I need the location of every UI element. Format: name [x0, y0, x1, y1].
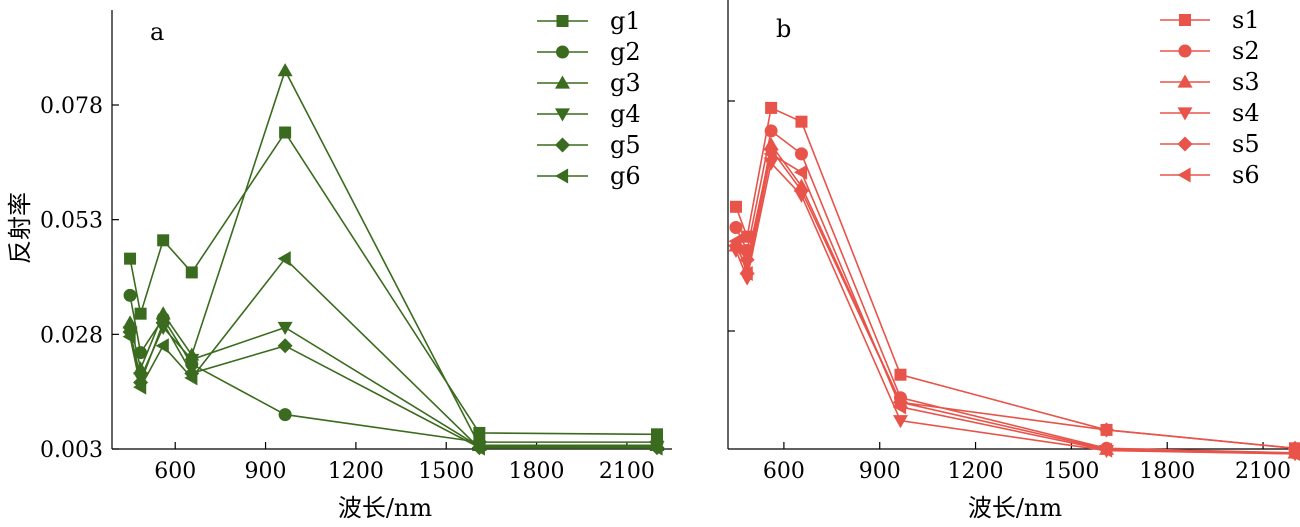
data-point-g2 — [278, 408, 292, 422]
legend-marker-s4 — [1177, 107, 1193, 121]
legend-marker-s3 — [1177, 74, 1193, 88]
panel-letter: a — [150, 18, 164, 46]
data-point-g3 — [122, 315, 138, 329]
data-point-s6 — [728, 233, 742, 249]
data-point-s2 — [764, 124, 778, 138]
data-point-s6 — [793, 164, 808, 180]
x-tick-label: 900 — [859, 459, 901, 484]
panel-letter: b — [776, 15, 791, 43]
data-point-s6 — [1099, 442, 1113, 458]
data-point-g1 — [124, 252, 137, 265]
data-point-g6 — [471, 440, 485, 456]
y-tick-label: 0.053 — [40, 209, 103, 234]
y-tick-label: 0.003 — [40, 438, 103, 463]
x-tick-label: 1800 — [509, 459, 565, 484]
data-point-s6 — [763, 146, 777, 162]
data-point-g6 — [649, 440, 663, 456]
legend-label-s4: s4 — [1232, 99, 1260, 127]
x-axis-title: 波长/nm — [968, 494, 1063, 522]
data-point-g3 — [277, 63, 293, 77]
data-point-g1 — [185, 266, 198, 279]
data-point-g5 — [155, 315, 171, 331]
x-tick-label: 1200 — [328, 459, 384, 484]
data-point-g1 — [473, 426, 486, 439]
data-point-s2 — [794, 147, 808, 161]
series-line-s5 — [735, 147, 1296, 450]
legend-marker-g3 — [555, 75, 570, 89]
x-tick-label: 900 — [245, 459, 287, 484]
data-point-g4 — [184, 353, 200, 368]
legend-label-s6: s6 — [1232, 161, 1260, 189]
data-point-g6 — [122, 329, 136, 345]
legend-marker-s5 — [1177, 136, 1193, 152]
data-point-s4 — [763, 157, 779, 171]
legend-marker-s6 — [1177, 167, 1191, 183]
y-tick-label: 0.028 — [40, 323, 103, 348]
legend-label-g4: g4 — [610, 100, 641, 128]
data-point-g6 — [155, 338, 169, 354]
legend-label-s1: s1 — [1232, 6, 1260, 34]
y-tick-label: 0.078 — [40, 94, 103, 119]
data-point-s1 — [894, 368, 907, 381]
series-line-g1 — [129, 131, 658, 436]
data-point-s2 — [729, 221, 743, 234]
data-point-g1 — [279, 126, 292, 139]
data-point-g6 — [133, 379, 147, 395]
data-point-g5 — [277, 338, 293, 354]
legend-label-g5: g5 — [610, 131, 641, 159]
data-point-g6 — [184, 370, 198, 386]
y-axis-title: 反射率 — [6, 192, 34, 264]
legend-marker-g5 — [555, 137, 570, 153]
data-point-g1 — [134, 307, 147, 320]
x-tick-label: 1500 — [418, 459, 474, 484]
legend-marker-s2 — [1178, 44, 1192, 58]
panel-a: 600 900 1200 1500 1800 2100 0.003 0.028 0.053 0.0… — [6, 7, 672, 522]
legend-marker-s1 — [1179, 14, 1191, 26]
legend-label-g2: g2 — [610, 38, 641, 66]
data-point-s1 — [729, 200, 742, 213]
series-line-s1 — [735, 106, 1296, 450]
legend-label-s3: s3 — [1232, 68, 1260, 96]
data-point-s1 — [795, 115, 808, 128]
legend-marker-g4 — [555, 108, 570, 122]
series-line-g5 — [129, 320, 657, 449]
x-tick-label: 2100 — [1235, 459, 1291, 484]
data-point-g1 — [157, 234, 170, 247]
x-tick-label: 2100 — [599, 459, 655, 484]
data-point-s6 — [1287, 446, 1300, 461]
data-point-s6 — [892, 399, 907, 415]
legend-label-s5: s5 — [1232, 130, 1260, 158]
series-line-s4 — [735, 161, 1296, 455]
data-point-g3 — [155, 306, 171, 320]
series-line-g4 — [129, 325, 657, 448]
legend-label-g6: g6 — [610, 162, 641, 190]
series-line-s3 — [735, 142, 1296, 454]
x-tick-label: 1200 — [948, 459, 1004, 484]
data-point-s6 — [739, 266, 753, 281]
data-point-g6 — [277, 251, 291, 267]
legend-marker-g1 — [556, 15, 569, 27]
legend-label-g3: g3 — [610, 69, 641, 97]
series-line-g3 — [129, 68, 657, 447]
series-line-s2 — [735, 129, 1296, 454]
data-point-g4 — [277, 321, 293, 335]
x-axis-title: 波长/nm — [338, 494, 433, 522]
x-tick-label: 600 — [154, 459, 196, 484]
data-point-s5 — [793, 183, 809, 199]
data-point-s4 — [892, 415, 908, 429]
legend-label-s2: s2 — [1232, 37, 1260, 65]
legend-label-g1: g1 — [610, 7, 641, 35]
x-tick-label: 600 — [763, 459, 805, 484]
x-tick-label: 1800 — [1139, 459, 1195, 484]
data-point-s5 — [1099, 422, 1115, 438]
legend-marker-g6 — [555, 168, 569, 184]
data-point-s1 — [765, 101, 778, 114]
x-tick-label: 1500 — [1043, 459, 1099, 484]
panel-b: 600 900 1200 1500 1800 2100 波长/nm b s1 s2 s3 s4 s5 s6 — [727, 0, 1300, 522]
legend-marker-g2 — [556, 45, 569, 59]
data-point-g2 — [123, 288, 137, 302]
